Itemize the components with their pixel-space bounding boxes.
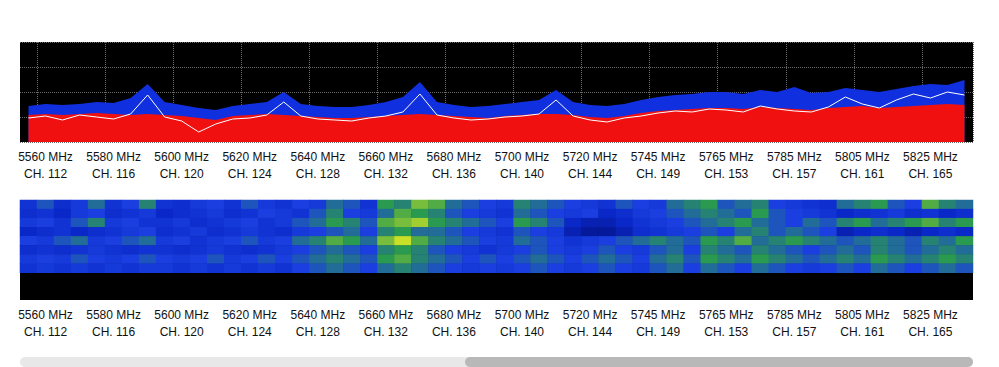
svg-text:CH. 124: CH. 124 — [228, 167, 272, 181]
svg-text:CH. 132: CH. 132 — [364, 325, 408, 339]
svg-text:CH. 112: CH. 112 — [24, 325, 67, 339]
svg-text:CH. 116: CH. 116 — [92, 325, 135, 339]
svg-text:CH. 140: CH. 140 — [500, 325, 544, 339]
svg-text:CH. 136: CH. 136 — [432, 325, 476, 339]
svg-text:CH. 157: CH. 157 — [772, 167, 816, 181]
svg-text:CH. 120: CH. 120 — [160, 325, 204, 339]
svg-text:5720 MHz: 5720 MHz — [563, 308, 618, 322]
svg-text:5600 MHz: 5600 MHz — [154, 150, 209, 164]
svg-text:5805 MHz: 5805 MHz — [835, 308, 890, 322]
svg-text:5640 MHz: 5640 MHz — [290, 308, 345, 322]
svg-text:5580 MHz: 5580 MHz — [86, 308, 141, 322]
svg-text:5680 MHz: 5680 MHz — [427, 150, 482, 164]
svg-text:CH. 124: CH. 124 — [228, 325, 272, 339]
svg-text:5620 MHz: 5620 MHz — [222, 150, 277, 164]
svg-text:CH. 128: CH. 128 — [296, 167, 340, 181]
svg-text:CH. 161: CH. 161 — [840, 167, 884, 181]
svg-text:CH. 153: CH. 153 — [704, 325, 748, 339]
svg-text:5700 MHz: 5700 MHz — [495, 150, 550, 164]
svg-text:CH. 144: CH. 144 — [568, 167, 612, 181]
svg-text:CH. 153: CH. 153 — [704, 167, 748, 181]
svg-text:5785 MHz: 5785 MHz — [767, 150, 822, 164]
svg-text:5600 MHz: 5600 MHz — [154, 308, 209, 322]
svg-text:CH. 149: CH. 149 — [636, 167, 680, 181]
svg-text:5745 MHz: 5745 MHz — [631, 308, 686, 322]
svg-text:CH. 165: CH. 165 — [908, 325, 952, 339]
svg-text:5620 MHz: 5620 MHz — [222, 308, 277, 322]
svg-text:5805 MHz: 5805 MHz — [835, 150, 890, 164]
svg-text:CH. 128: CH. 128 — [296, 325, 340, 339]
svg-text:5640 MHz: 5640 MHz — [290, 150, 345, 164]
svg-text:5825 MHz: 5825 MHz — [903, 150, 958, 164]
svg-text:CH. 132: CH. 132 — [364, 167, 408, 181]
svg-text:5765 MHz: 5765 MHz — [699, 308, 754, 322]
svg-text:CH. 165: CH. 165 — [908, 167, 952, 181]
svg-text:CH. 120: CH. 120 — [160, 167, 204, 181]
svg-text:5560 MHz: 5560 MHz — [18, 308, 73, 322]
svg-text:5825 MHz: 5825 MHz — [903, 308, 958, 322]
svg-text:5560 MHz: 5560 MHz — [18, 150, 73, 164]
svg-text:5660 MHz: 5660 MHz — [359, 150, 414, 164]
svg-text:CH. 149: CH. 149 — [636, 325, 680, 339]
svg-text:5765 MHz: 5765 MHz — [699, 150, 754, 164]
svg-text:CH. 140: CH. 140 — [500, 167, 544, 181]
svg-text:5700 MHz: 5700 MHz — [495, 308, 550, 322]
svg-text:5720 MHz: 5720 MHz — [563, 150, 618, 164]
svg-text:CH. 136: CH. 136 — [432, 167, 476, 181]
svg-text:5745 MHz: 5745 MHz — [631, 150, 686, 164]
svg-text:CH. 116: CH. 116 — [92, 167, 135, 181]
svg-text:CH. 157: CH. 157 — [772, 325, 816, 339]
svg-text:5580 MHz: 5580 MHz — [86, 150, 141, 164]
svg-text:5785 MHz: 5785 MHz — [767, 308, 822, 322]
svg-text:5660 MHz: 5660 MHz — [359, 308, 414, 322]
svg-text:CH. 144: CH. 144 — [568, 325, 612, 339]
svg-text:CH. 161: CH. 161 — [840, 325, 884, 339]
svg-text:5680 MHz: 5680 MHz — [427, 308, 482, 322]
svg-text:CH. 112: CH. 112 — [24, 167, 67, 181]
